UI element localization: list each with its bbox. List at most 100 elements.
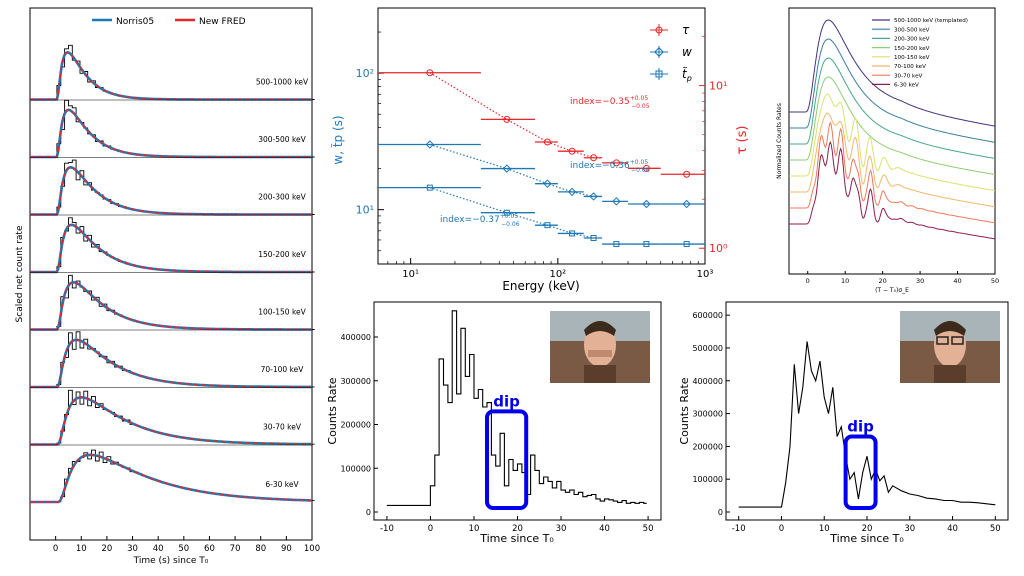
p2-point-0 (612, 159, 620, 167)
p5-content-ytick-label: 100000 (692, 475, 723, 484)
p3-legend-label-1: 300-500 keV (894, 27, 930, 33)
p2-x-axis-label: Energy (keV) (502, 279, 579, 293)
p2-xtick-label: 10² (549, 269, 566, 280)
p4-content-ytick-label: 300000 (340, 377, 371, 386)
p1-fred-curve-0 (30, 51, 312, 101)
p5-content-ytick-label: 200000 (692, 442, 723, 451)
p2-point-2 (643, 241, 650, 248)
p2-annotation-0: index=−0.35+0.05 −0.05 (570, 95, 650, 110)
p1-norris-curve-6 (30, 395, 313, 446)
p1-xtick-label: 70 (230, 544, 241, 554)
p3-legend-label-4: 100-150 keV (894, 55, 930, 61)
p1-band-label-6: 30-70 keV (263, 423, 302, 432)
p1-fred-curve-6 (30, 396, 313, 446)
p1-band-label-0: 500-1000 keV (256, 78, 309, 87)
p5-y-axis-label: Counts Rate (678, 377, 691, 444)
p5-content-xtick-label: -10 (732, 524, 746, 534)
p2-point-0 (503, 115, 511, 123)
p2-xtick-label: 10³ (697, 269, 714, 280)
p2-point-2 (426, 184, 433, 191)
p1-band-label-4: 100-150 keV (258, 308, 306, 317)
p4-content-xtick-label: 10 (469, 524, 480, 534)
p4-content-xtick-label: 30 (556, 524, 567, 534)
p2-point-2 (683, 241, 690, 248)
p2-point-2 (590, 235, 597, 242)
p2-point-1 (543, 179, 552, 188)
p3-xtick-label: 40 (953, 277, 961, 285)
p2-xtick-label: 10¹ (402, 269, 419, 280)
p4-content-ytick-label: 0 (366, 508, 371, 517)
p5-content-ytick-label: 400000 (692, 377, 723, 386)
p5-content-ytick-label: 500000 (692, 344, 723, 353)
p1-band-label-7: 6-30 keV (265, 480, 299, 489)
p3-y-axis-label: Normalized Counts Rates (776, 103, 783, 179)
legend-tp-sym: t̃ (682, 67, 688, 81)
p3-curve-2 (789, 57, 996, 159)
p3-curve-4 (789, 93, 996, 192)
p2-point-2 (613, 241, 620, 248)
p2-y-axis-label-right: τ (s) (735, 126, 750, 155)
p1-norris-curve-1 (30, 108, 312, 159)
p1-legend: Norris05 New FRED (92, 17, 246, 27)
p1-x-axis-label: Time (s) since T₀ (133, 556, 209, 566)
p1-xtick-label: 100 (304, 544, 320, 554)
p3-curve-7 (789, 140, 996, 240)
p2-point-1 (642, 199, 651, 209)
p5-content-xtick-label: 30 (904, 524, 915, 534)
p2-y-axis-label-left: w, t̃p (s) (331, 115, 345, 164)
photo-inset-b (900, 311, 1000, 383)
p4-content-ytick-label: 100000 (340, 464, 371, 473)
p5-content-xtick-label: 50 (990, 524, 1001, 534)
legend-w-label: w (682, 45, 692, 59)
p4-content-xtick-label: 40 (599, 524, 610, 534)
p2-point-2 (503, 209, 510, 216)
p1-fred-curve-4 (30, 281, 312, 331)
p5-content-dip-box (843, 434, 878, 510)
panel-normalized-stack: 500-1000 keV (templated) 300-500 keV 200-3… (776, 7, 999, 294)
p4-y-axis-label: Counts Rate (326, 377, 339, 444)
p5-content-dip-label: dip (847, 418, 874, 436)
p3-curve-6 (789, 121, 996, 224)
p1-xtick-label: 30 (127, 544, 138, 554)
legend-fred-label: New FRED (199, 17, 246, 27)
p1-histogram-0 (30, 44, 315, 100)
p2-annotation-1: index=−0.36+0.05 −0.06 (570, 159, 650, 174)
p2-right-label-text: τ (s) (735, 126, 750, 155)
p3-xtick-label: 50 (991, 277, 999, 285)
p3-x-axis-label: (T − T₀)σ_E (875, 287, 909, 294)
panel-lightcurves-by-energy: 500-1000 keV 300-500 keV 200-300 keV 150-20… (15, 7, 320, 566)
p2-point-1 (612, 197, 621, 206)
p5-content-xtick-label: 20 (862, 524, 873, 534)
p1-histogram-7 (30, 449, 315, 503)
legend-tau: τ (650, 23, 690, 37)
p5-content-curve (738, 341, 996, 508)
legend-tp: t̃p (650, 67, 692, 83)
p1-xtick-label: 0 (53, 544, 58, 554)
p2-point-1 (425, 140, 435, 149)
p2-point-1 (502, 164, 512, 173)
p1-norris-curve-3 (30, 223, 312, 274)
p4-content-xtick-label: 0 (428, 524, 433, 534)
p1-y-axis-label: Scaled net count rate (15, 225, 25, 322)
p2-ytick-right-label: 10¹ (709, 80, 727, 93)
p1-plot-frame (29, 7, 313, 541)
p1-band-label-5: 70-100 keV (261, 365, 305, 374)
legend-w: w (650, 45, 692, 59)
photo-inset-a (550, 311, 650, 383)
p3-xtick-label: 30 (916, 277, 924, 285)
p1-histogram-1 (30, 99, 315, 158)
p2-ytick-left-label: 10¹ (356, 204, 374, 217)
panel-energy-dependence: 10¹ 10² 10³ 10¹ 10² 10⁰ 10¹ index=−0.35+0.05 −0.… (331, 7, 750, 293)
p2-point-1 (567, 187, 577, 197)
p5-content-ytick-label: 0 (718, 508, 723, 517)
p3-xtick-label: 10 (841, 277, 849, 285)
p3-legend-label-7: 6-30 keV (894, 83, 919, 89)
p1-xtick-label: 60 (204, 544, 215, 554)
p2-point-1 (682, 199, 691, 209)
p2-point-2 (544, 222, 551, 229)
p3-xtick-label: 0 (806, 277, 810, 285)
p4-content-dip-box (485, 409, 529, 510)
p3-legend-label-2: 200-300 keV (894, 37, 930, 43)
p5-content-xtick-label: 0 (779, 524, 784, 534)
